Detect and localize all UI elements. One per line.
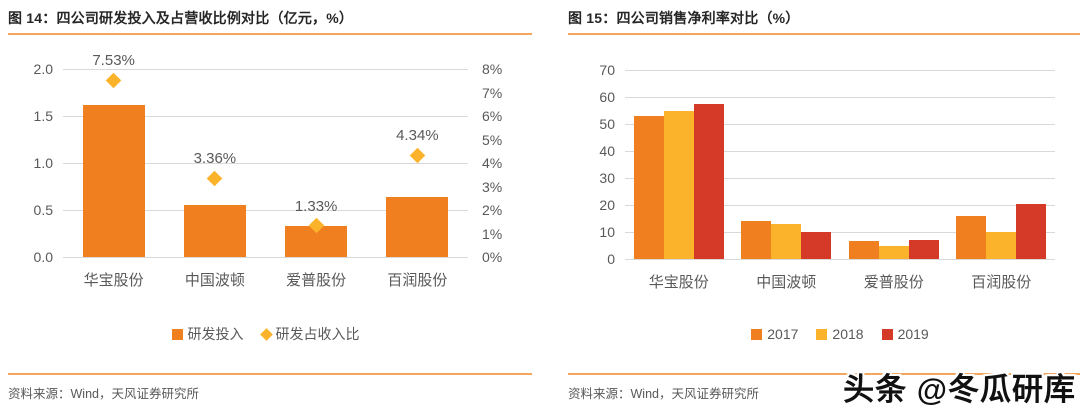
legend-square-marker <box>881 328 893 340</box>
secondary-axis-tick: 7% <box>482 84 503 101</box>
x-axis-label: 爱普股份 <box>863 274 924 291</box>
y-axis-tick: 40 <box>599 143 615 159</box>
legend-diamond-marker <box>259 327 273 341</box>
rd-investment-chart: 7.53% 3.36% 1.33% 4.34% 2.0 1.5 1.0 0.5 0.0 8% 7% 6… <box>8 40 532 350</box>
gridline <box>625 204 1055 206</box>
bar <box>771 224 802 259</box>
y-axis-tick: 20 <box>599 197 615 213</box>
bar <box>878 245 909 259</box>
secondary-axis-tick: 0% <box>482 249 503 265</box>
secondary-axis-tick: 3% <box>482 178 503 195</box>
figure-15-source-divider <box>568 373 1080 375</box>
gridline <box>625 123 1055 125</box>
bar <box>986 231 1017 259</box>
y-axis-tick: 30 <box>599 170 615 186</box>
data-label: 1.33% <box>294 197 338 215</box>
gridline <box>625 96 1055 98</box>
legend-label: 2017 <box>767 326 799 342</box>
gridline <box>63 256 468 258</box>
y-axis-tick: 0.0 <box>33 249 53 265</box>
legend-label: 研发占收入比 <box>275 326 360 342</box>
legend-item: 研发投入 <box>171 324 244 344</box>
x-axis-label: 百润股份 <box>387 272 448 289</box>
legend-item: 2018 <box>816 326 864 342</box>
bar <box>82 104 145 257</box>
figure-14-source-note: 资料来源：Wind，天风证券研究所 <box>8 387 199 401</box>
data-label: 7.53% <box>92 52 135 70</box>
legend-item: 研发占收入比 <box>259 324 360 344</box>
secondary-axis-tick: 4% <box>482 155 503 171</box>
data-label: 4.34% <box>396 127 439 145</box>
legend-square-marker <box>751 328 763 340</box>
y-axis-tick: 0.5 <box>33 202 53 218</box>
secondary-axis-tick: 5% <box>482 131 503 148</box>
gridline <box>63 162 468 164</box>
gridline <box>625 177 1055 179</box>
net-margin-chart: 70 60 50 40 30 20 10 0 华宝股份 中国波顿 爱普股份 百润股份 2017 2018 2… <box>568 40 1080 350</box>
x-axis-label: 中国波顿 <box>756 274 817 291</box>
legend-label: 研发投入 <box>187 326 244 342</box>
plot-area <box>625 69 1055 260</box>
plot-area: 7.53% 3.36% 1.33% 4.34% <box>63 52 468 258</box>
secondary-axis-tick: 8% <box>482 61 503 77</box>
gridline <box>63 209 468 211</box>
legend-label: 2018 <box>832 326 864 342</box>
legend: 2017 2018 2019 <box>625 324 1055 344</box>
bar <box>663 111 694 259</box>
figure-14-panel: 图 14：四公司研发投入及占营收比例对比（亿元，%） 7.53% 3.36% 1.3… <box>8 6 532 407</box>
y-axis-tick: 0 <box>607 251 615 267</box>
diamond-marker <box>207 170 223 186</box>
gridline <box>625 69 1055 71</box>
y-axis-tick: 2.0 <box>33 61 53 77</box>
gridline <box>63 68 468 70</box>
y-axis-tick: 50 <box>599 116 615 132</box>
y-axis-tick: 1.0 <box>33 155 53 171</box>
diamond-marker <box>409 147 426 163</box>
bar <box>956 215 987 259</box>
data-label: 3.36% <box>193 150 237 168</box>
legend-label: 2019 <box>897 326 929 342</box>
figure-15-source-note: 资料来源：Wind，天风证券研究所 <box>568 387 759 401</box>
bar <box>848 240 879 259</box>
gridline <box>625 258 1055 260</box>
legend-square-marker <box>171 328 183 340</box>
bar <box>908 240 939 259</box>
figure-15-title: 图 15：四公司销售净利率对比（%） <box>568 10 800 26</box>
bar <box>386 196 449 257</box>
gridline <box>625 150 1055 152</box>
y-axis-tick: 1.5 <box>33 108 53 124</box>
legend-item: 2019 <box>881 326 929 342</box>
bar <box>693 104 724 259</box>
gridline <box>625 231 1055 233</box>
y-axis-tick: 10 <box>599 224 615 240</box>
figure-15-panel: 图 15：四公司销售净利率对比（%） 70 60 50 40 30 20 10 0 华宝股份 中国… <box>568 6 1080 407</box>
bar <box>633 116 664 259</box>
x-axis-label: 百润股份 <box>971 274 1032 291</box>
legend: 研发投入 研发占收入比 <box>63 324 468 344</box>
y-axis-tick: 60 <box>599 89 615 105</box>
diamond-marker <box>105 72 122 88</box>
bar <box>801 232 832 259</box>
watermark: 头条 @冬瓜研库 <box>843 372 1076 407</box>
bar <box>741 220 772 259</box>
secondary-axis-tick: 2% <box>482 202 503 218</box>
bar <box>1016 203 1047 259</box>
figure-14-title-divider <box>8 33 532 35</box>
legend-item: 2017 <box>751 326 798 342</box>
secondary-axis-tick: 6% <box>482 108 503 124</box>
bar <box>183 205 246 257</box>
x-axis-label: 中国波顿 <box>184 272 245 289</box>
x-axis-label: 爱普股份 <box>286 272 347 289</box>
figure-14-title: 图 14：四公司研发投入及占营收比例对比（亿元，%） <box>8 10 354 26</box>
legend-square-marker <box>816 328 828 340</box>
x-axis-label: 华宝股份 <box>83 272 144 289</box>
figure-15-title-divider <box>568 33 1080 35</box>
y-axis-tick: 70 <box>599 62 615 78</box>
x-axis-label: 华宝股份 <box>648 274 709 291</box>
secondary-axis-tick: 1% <box>482 225 503 242</box>
figure-14-source-divider <box>8 373 532 375</box>
gridline <box>63 115 468 117</box>
